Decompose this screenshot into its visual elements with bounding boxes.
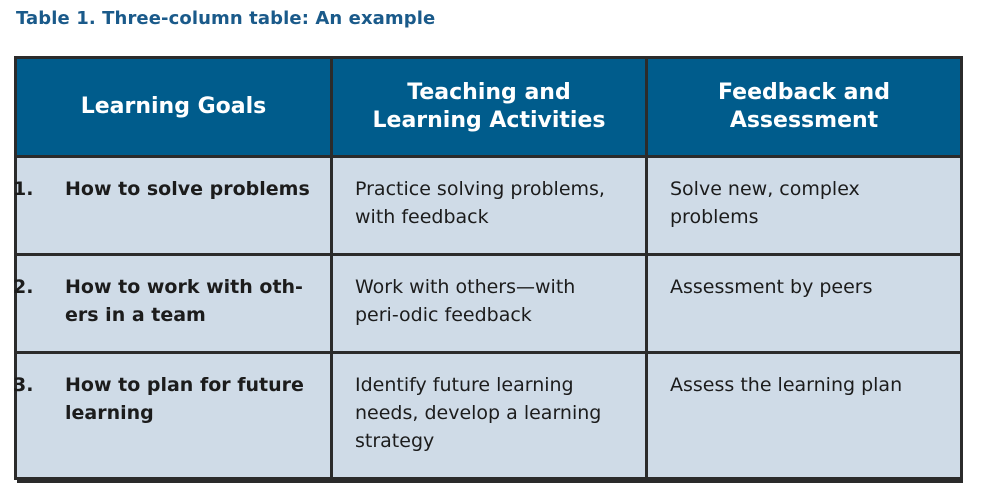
table-row: 1. How to solve problems Practice solving… [13,155,963,256]
header-teaching-activities: Teaching and Learning Activities [330,56,648,158]
header-feedback-assessment: Feedback and Assessment [645,56,963,158]
table-row: 2. How to work with oth-ers in a team Wor… [13,252,963,354]
goal-number: 2. [13,275,34,298]
activity-cell: Identify future learning needs, develop … [330,350,648,481]
goal-cell: 2. How to work with oth-ers in a team [13,252,333,354]
activity-cell: Practice solving problems, with feedback [330,155,648,256]
goal-text: How to solve problems [65,178,310,200]
assessment-cell: Assess the learning plan [645,350,963,481]
goal-text: How to plan for future learning [65,373,304,424]
goal-number: 3. [13,373,34,396]
goal-text: How to work with oth-ers in a team [65,275,303,326]
table-caption: Table 1. Three-column table: An example [16,8,436,29]
assessment-cell: Solve new, complex problems [645,155,963,256]
three-column-table: Learning Goals Teaching and Learning Act… [13,56,963,481]
header-learning-goals: Learning Goals [14,56,333,158]
goal-cell: 3. How to plan for future learning [13,350,333,481]
assessment-cell: Assessment by peers [645,252,963,354]
goal-number: 1. [13,178,34,200]
table-row: 3. How to plan for future learning Identi… [13,350,963,481]
table: Learning Goals Teaching and Learning Act… [13,56,963,481]
header-row: Learning Goals Teaching and Learning Act… [14,56,963,158]
goal-cell: 1. How to solve problems [13,155,333,256]
activity-cell: Work with others—with peri-odic feedback [330,252,648,354]
